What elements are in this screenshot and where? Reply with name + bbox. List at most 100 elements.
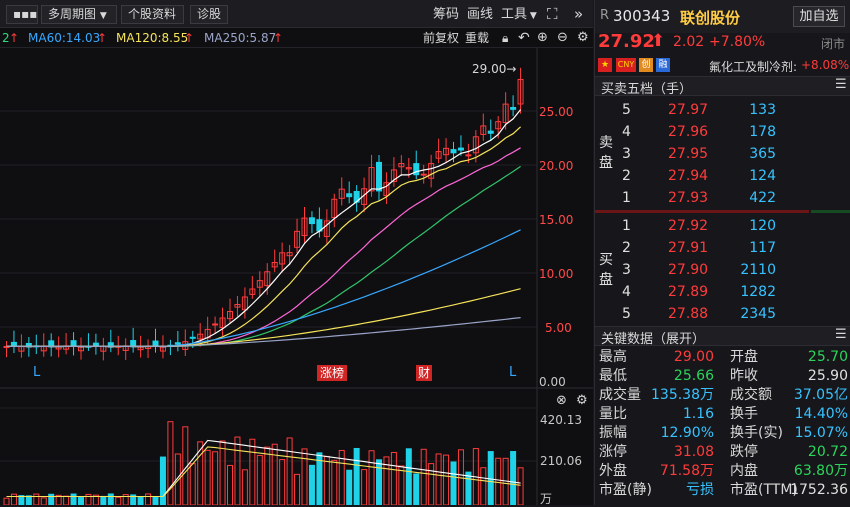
volume-bar [100,495,107,505]
level-label: 5 [622,102,631,118]
volume-bar [219,440,226,505]
keydata-label: 换手 [730,406,758,422]
keydata-label: 开盘 [730,349,758,365]
stock-code: 300343 [613,7,671,25]
volume-bar [167,421,174,505]
order-volume: 120 [749,218,776,234]
ask-row[interactable]: 4 27.96 178 [595,121,835,143]
close-icon[interactable]: ⊗ [556,393,567,408]
keydata-value: 亏损 [686,482,714,498]
bid-row[interactable]: 1 27.92 120 [595,215,835,237]
candle [338,188,345,199]
collapse-right-icon[interactable]: » [574,5,584,23]
buy-side-label: 买盘 [599,252,613,288]
volume-bar [189,463,196,505]
marker-top-list[interactable]: 涨榜 [317,365,348,381]
keydata-value: 25.66 [673,368,714,384]
level-label: 2 [622,168,631,184]
keydata-value: 135.38万 [651,387,714,403]
keydata-label: 振幅 [599,425,627,441]
ask-row[interactable]: 1 27.93 422 [595,187,835,209]
candle [398,163,405,168]
keydata-label: 换手(实) [730,425,783,441]
gear-icon[interactable]: ⚙ [577,30,589,45]
ma30-line [6,165,521,348]
level-label: 1 [622,190,631,206]
bid-row[interactable]: 3 27.90 2110 [595,259,835,281]
volume-ma10-line [6,446,521,498]
ask-row[interactable]: 5 27.97 133 [595,99,835,121]
profile-button[interactable]: 个股资料 [121,5,184,24]
y-tick: 5.00 [545,321,572,335]
keydata-value: 20.72 [807,444,848,460]
high-annotation: 29.00→ [472,62,517,76]
candle [294,230,301,248]
volume-tick: 420.13 [540,413,582,427]
sector-name[interactable]: 氟化工及制冷剂: [709,60,798,74]
draw-line-button[interactable]: 画线 [467,7,494,22]
volume-bar [323,455,330,505]
chart-panel[interactable]: ▪▪▪ 多周期图 ▼ 个股资料 诊股 筹码 画线 工具 ▼ ⛶ » 2 ↑ MA… [0,0,593,506]
fuquan-button[interactable]: 前复权 [423,31,460,45]
volume-bar [70,493,77,505]
keydata-label: 内盘 [730,463,758,479]
volume-bar [25,495,32,505]
order-price: 27.96 [668,124,709,140]
period-dropdown[interactable]: 多周期图 ▼ [41,5,117,24]
volume-bar [353,447,360,505]
level-label: 2 [622,240,631,256]
bid-row[interactable]: 5 27.88 2345 [595,303,835,325]
menu-icon[interactable]: ☰ [835,327,847,342]
tools-dropdown[interactable]: 工具 ▼ [501,6,537,25]
keydata-label: 最高 [599,349,627,365]
volume-bar [331,459,338,505]
y-tick: 0.00 [539,375,566,389]
y-tick: 10.00 [539,267,574,281]
bid-row[interactable]: 4 27.89 1282 [595,281,835,303]
add-watchlist-button[interactable]: 加自选 [793,6,845,27]
reset-button[interactable]: 重载 [465,31,490,45]
volume-bar [480,467,487,505]
volume-bar [152,496,159,505]
volume-bar [159,456,166,505]
bid-row[interactable]: 2 27.91 117 [595,237,835,259]
price-change: 2.02 [673,34,705,50]
marker-l[interactable]: L [509,365,517,380]
volume-bar [294,473,301,505]
menu-icon[interactable]: ☰ [835,77,847,92]
orderbook-title: 买卖五档（手） [601,82,693,97]
sector-pct[interactable]: +8.08% [801,58,850,72]
volume-bar [517,467,524,505]
lock-icon[interactable]: 🔒︎ [502,31,509,45]
zoom-in-icon[interactable]: ⊕ [537,30,548,45]
zoom-out-icon[interactable]: ⊖ [557,30,568,45]
candle [450,149,457,154]
ask-row[interactable]: 2 27.94 124 [595,165,835,187]
candle [405,167,412,170]
chevron-down-icon: ▼ [99,11,107,21]
volume-bar [450,461,457,505]
chip-button[interactable]: 筹码 [433,7,460,22]
keydata-value: 25.90 [807,368,848,384]
gear-icon[interactable]: ⚙ [576,393,588,408]
undo-icon[interactable]: ↶ [518,30,530,46]
fullscreen-icon[interactable]: ⛶ [547,5,558,23]
volume-bar [443,454,450,505]
volume-bar [301,448,308,505]
volume-bar [197,441,204,505]
volume-bar [465,471,472,505]
candle [308,217,315,225]
ask-row[interactable]: 3 27.95 365 [595,143,835,165]
volume-bar [48,493,55,505]
volume-bar [256,454,263,505]
marker-l[interactable]: L [33,365,41,380]
keydata-title: 关键数据（展开） [601,332,706,347]
volume-unit: 万 [540,492,553,506]
diagnose-button[interactable]: 诊股 [190,5,228,24]
marker-finance[interactable]: 财 [416,365,433,381]
more-button[interactable]: ▪▪▪ [6,5,38,24]
keydata-header[interactable]: 关键数据（展开） ☰ [595,326,850,347]
order-price: 27.94 [668,168,709,184]
volume-bar [78,497,84,505]
ma60-label: MA60:14.03 [28,31,101,45]
